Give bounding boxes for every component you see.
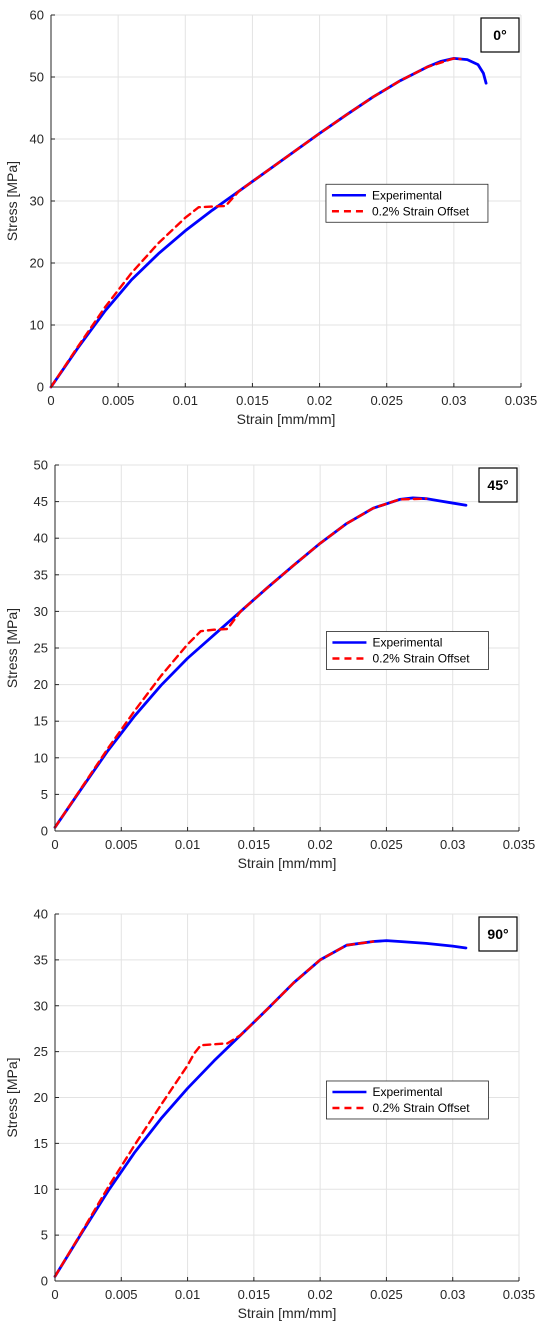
angle-annotation-text: 45° [487, 477, 508, 493]
y-tick-label: 0 [41, 1274, 48, 1289]
legend-entry-label: Experimental [372, 1085, 442, 1099]
y-tick-label: 15 [34, 714, 48, 729]
chart-panel-90deg: 0 0.005 0.01 0.015 0.02 0.025 0.03 0.035 0 5 10 15 2… [4, 907, 536, 1322]
x-tick-label: 0.03 [440, 1287, 465, 1302]
x-axis-label: Strain [mm/mm] [238, 1305, 337, 1321]
legend-entry-label: 0.2% Strain Offset [372, 1101, 470, 1115]
chart-panel-45deg: 0 0.005 0.01 0.015 0.02 0.025 0.03 0.035 0 5 10 15 2… [4, 458, 536, 872]
angle-annotation-box [478, 467, 518, 503]
y-tick-label: 50 [34, 458, 48, 473]
x-tick-label: 0.035 [503, 1287, 536, 1302]
x-tick-label: 0.005 [105, 1287, 138, 1302]
y-tick-label: 25 [34, 641, 48, 656]
x-tick-label: 0.035 [503, 837, 536, 852]
x-tick-label: 0.03 [440, 837, 465, 852]
y-tick-label: 5 [41, 787, 48, 802]
chart-panel-0deg: 0 0.005 0.01 0.015 0.02 0.025 0.03 0.035 0 10 20 30… [4, 8, 538, 428]
x-tick-label: 0.015 [236, 393, 269, 408]
y-tick-label: 10 [30, 318, 44, 333]
y-tick-label: 10 [34, 750, 48, 765]
x-tick-label: 0 [47, 393, 54, 408]
y-tick-label: 5 [41, 1228, 48, 1243]
x-tick-label: 0.035 [505, 393, 538, 408]
x-tick-label: 0.01 [175, 1287, 200, 1302]
series-offset-line [53, 940, 375, 1278]
y-tick-label: 45 [34, 494, 48, 509]
angle-annotation: 45° [478, 467, 518, 503]
y-tick-label: 20 [34, 1090, 48, 1105]
x-tick-label: 0.01 [175, 837, 200, 852]
x-axis-label: Strain [mm/mm] [238, 855, 337, 871]
x-tick-label: 0.02 [307, 1287, 332, 1302]
x-tick-label: 0.005 [105, 837, 138, 852]
y-tick-label: 10 [34, 1182, 48, 1197]
y-tick-label: 25 [34, 1044, 48, 1059]
series-offset-line [53, 497, 428, 829]
y-tick-label: 30 [34, 998, 48, 1013]
x-tick-label: 0.025 [370, 1287, 403, 1302]
x-tick-label: 0.005 [102, 393, 135, 408]
y-tick-label: 35 [34, 952, 48, 967]
x-tick-label: 0.01 [173, 393, 198, 408]
y-tick-label: 20 [34, 677, 48, 692]
legend-entry-label: Experimental [372, 636, 442, 650]
x-tick-label: 0.03 [441, 393, 466, 408]
y-tick-label: 60 [30, 8, 44, 23]
legend-box [326, 631, 489, 670]
x-tick-label: 0.02 [307, 837, 332, 852]
x-tick-label: 0 [51, 1287, 58, 1302]
legend: Experimental 0.2% Strain Offset [325, 183, 489, 223]
y-tick-label: 0 [41, 824, 48, 839]
x-axis-label: Strain [mm/mm] [237, 411, 336, 427]
y-tick-label: 40 [34, 531, 48, 546]
legend-box [326, 1080, 489, 1120]
y-tick-label: 30 [30, 194, 44, 209]
y-tick-label: 30 [34, 604, 48, 619]
y-axis-label: Stress [MPa] [4, 1057, 20, 1137]
y-tick-label: 50 [30, 70, 44, 85]
legend: Experimental 0.2% Strain Offset [326, 631, 489, 670]
x-tick-label: 0.025 [370, 837, 403, 852]
x-tick-label: 0.02 [307, 393, 332, 408]
angle-annotation: 0° [480, 17, 520, 53]
angle-annotation-text: 0° [493, 27, 506, 43]
x-tick-label: 0.025 [370, 393, 403, 408]
y-tick-label: 15 [34, 1136, 48, 1151]
y-tick-label: 40 [30, 132, 44, 147]
y-axis-label: Stress [MPa] [4, 608, 20, 688]
y-tick-label: 35 [34, 567, 48, 582]
y-tick-label: 20 [30, 256, 44, 271]
x-tick-label: 0.015 [238, 837, 271, 852]
y-tick-label: 40 [34, 907, 48, 922]
angle-annotation: 90° [478, 916, 518, 952]
legend-entry-label: 0.2% Strain Offset [372, 652, 470, 666]
legend-entry-label: Experimental [372, 188, 442, 202]
x-tick-label: 0 [51, 837, 58, 852]
x-tick-label: 0.015 [238, 1287, 271, 1302]
legend: Experimental 0.2% Strain Offset [326, 1080, 489, 1120]
series-offset-line [49, 57, 462, 389]
angle-annotation-box [478, 916, 518, 952]
legend-box [325, 183, 489, 223]
y-tick-label: 0 [37, 380, 44, 395]
legend-entry-label: 0.2% Strain Offset [372, 204, 470, 218]
angle-annotation-text: 90° [487, 926, 508, 942]
angle-annotation-box [480, 17, 520, 53]
y-axis-label: Stress [MPa] [4, 161, 20, 241]
